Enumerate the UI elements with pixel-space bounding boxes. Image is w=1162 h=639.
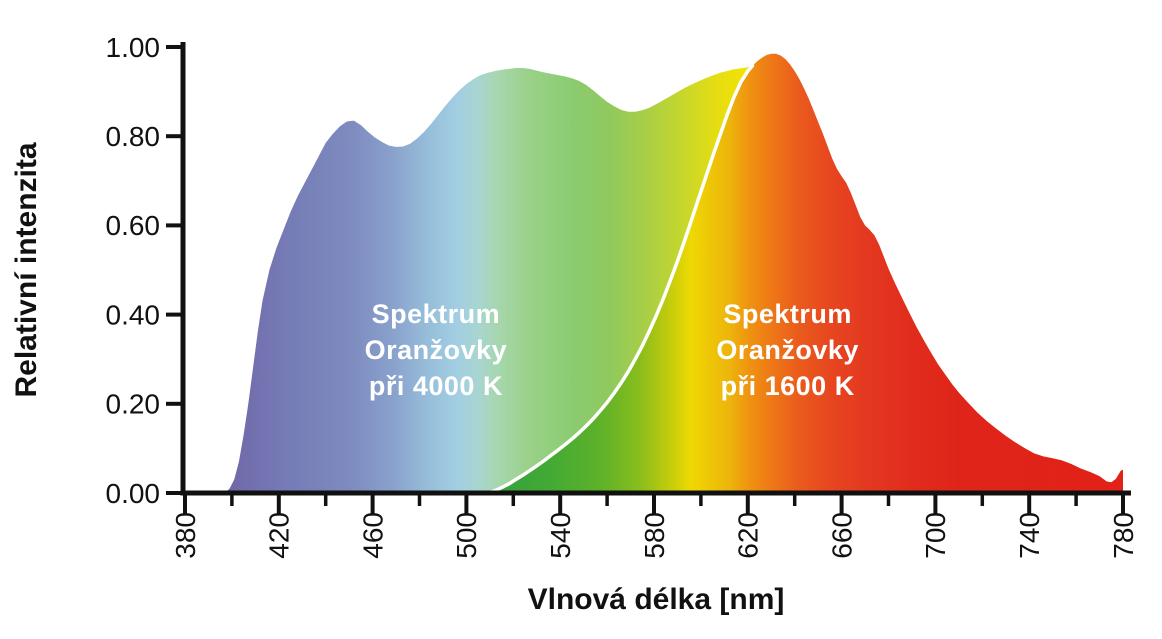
x-axis-tick-label: 740 [1014,512,1045,559]
y-axis-tick-label: 0.40 [106,299,161,330]
boundary-line-spectrum-1600k [485,63,755,495]
x-axis-tick-label: 420 [264,512,295,559]
spectrum-label-1600k-line: Spektrum [723,299,852,329]
x-axis-tick-label: 700 [920,512,951,559]
spectrum-label-4000k-line: Spektrum [372,299,501,329]
y-axis-tick-label: 0.80 [106,121,161,152]
x-axis-tick-label: 380 [170,512,201,559]
y-axis-tick-label: 1.00 [106,32,161,63]
axes-layer: 380 420 460 500 540 580 620 660 700 740 780 0.00 0.2… [106,32,1139,559]
x-axis-tick-label: 580 [639,512,670,559]
spectrum-label-4000k: Spektrum Oranžovky při 4000 K [365,299,508,401]
x-axis-tick-label: 780 [1108,512,1139,559]
x-axis-tick-label: 540 [545,512,576,559]
y-axis-tick-label: 0.00 [106,478,161,509]
spectrum-label-4000k-line: Oranžovky [365,335,508,365]
spectrum-label-1600k-line: Oranžovky [716,335,859,365]
spectrum-label-1600k: Spektrum Oranžovky při 1600 K [716,299,859,401]
series-layer [224,53,1123,495]
spectrum-label-1600k-line: při 1600 K [721,371,855,401]
spectrum-label-4000k-line: při 4000 K [369,371,503,401]
annotations-layer: Spektrum Oranžovky při 4000 K Spektrum Oranž… [365,299,859,401]
y-axis-tick-label: 0.60 [106,210,161,241]
x-axis-tick-label: 660 [826,512,857,559]
x-axis-tick-label: 620 [733,512,764,559]
x-axis-tick-label: 500 [451,512,482,559]
x-axis-tick-label: 460 [357,512,388,559]
series-area-spectrum-1600k [487,53,1123,493]
x-axis-title: Vlnová délka [nm] [528,583,785,616]
y-axis-title: Relativní intenzita [10,142,43,397]
y-axis-tick-label: 0.20 [106,389,161,420]
